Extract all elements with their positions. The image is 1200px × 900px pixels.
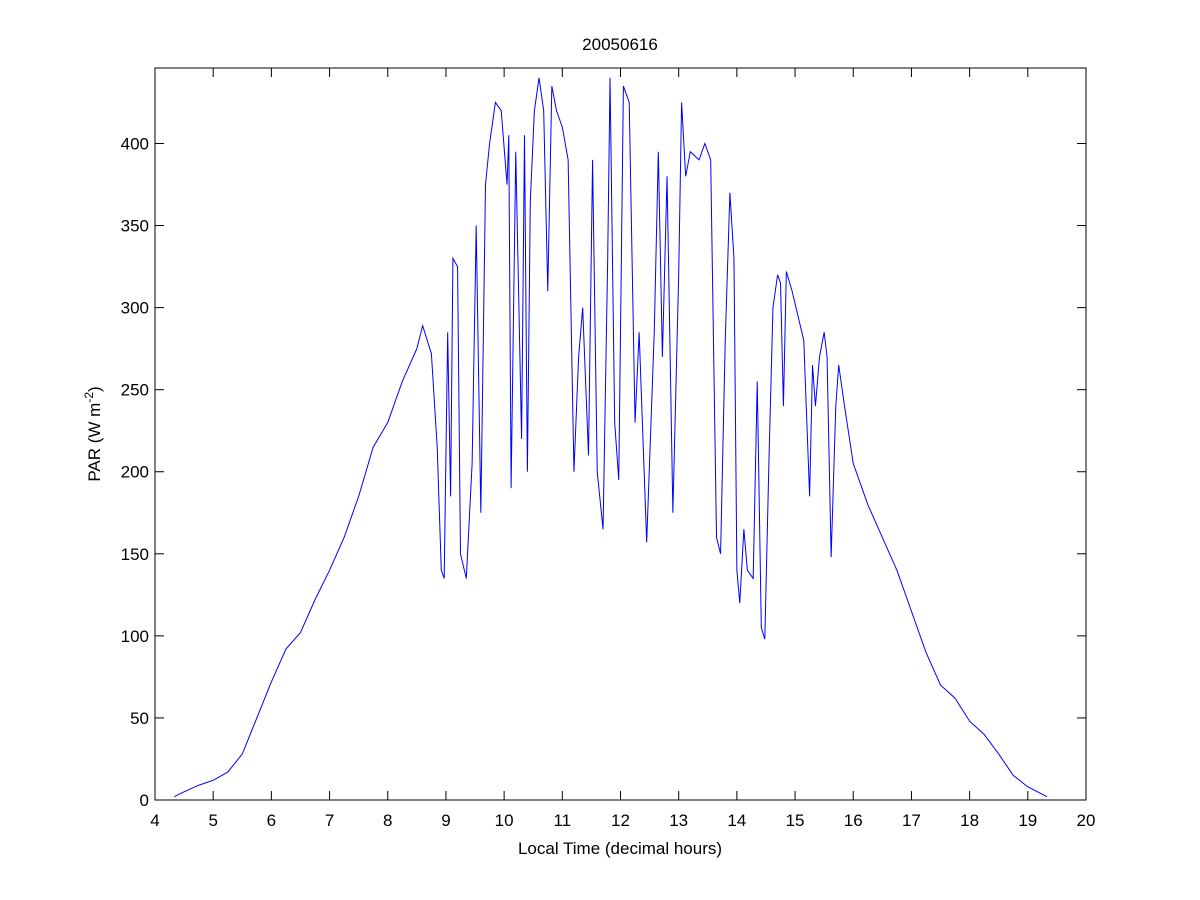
x-tick-label: 20 <box>1077 811 1096 830</box>
x-tick-label: 13 <box>669 811 688 830</box>
x-tick-label: 16 <box>844 811 863 830</box>
x-tick-label: 8 <box>383 811 392 830</box>
x-tick-label: 18 <box>960 811 979 830</box>
y-tick-label: 0 <box>140 791 149 810</box>
x-tick-label: 4 <box>150 811 159 830</box>
x-tick-label: 19 <box>1018 811 1037 830</box>
x-tick-label: 15 <box>786 811 805 830</box>
x-axis-label: Local Time (decimal hours) <box>518 839 722 858</box>
x-tick-label: 10 <box>495 811 514 830</box>
y-tick-label: 150 <box>121 545 149 564</box>
y-axis-label: PAR (W m-2) <box>82 386 104 481</box>
y-label-main: PAR (W m <box>85 403 104 482</box>
x-tick-label: 11 <box>553 811 571 830</box>
x-tick-label: 17 <box>902 811 921 830</box>
y-tick-label: 400 <box>121 134 149 153</box>
y-tick-label: 300 <box>121 299 149 318</box>
y-tick-label: 250 <box>121 381 149 400</box>
y-tick-label: 100 <box>121 627 149 646</box>
y-tick-label: 50 <box>130 709 149 728</box>
data-line <box>173 77 1048 798</box>
y-label-end: ) <box>85 386 104 392</box>
x-tick-label: 12 <box>611 811 630 830</box>
x-tick-label: 5 <box>208 811 217 830</box>
x-tick-label: 9 <box>441 811 450 830</box>
y-tick-label: 350 <box>121 217 149 236</box>
x-tick-label: 6 <box>267 811 276 830</box>
x-tick-label: 7 <box>325 811 334 830</box>
plot-frame <box>154 67 1087 801</box>
y-tick-label: 200 <box>121 463 149 482</box>
y-label-sup: -2 <box>82 392 96 403</box>
chart-title: 20050616 <box>582 35 658 54</box>
x-tick-label: 14 <box>727 811 746 830</box>
